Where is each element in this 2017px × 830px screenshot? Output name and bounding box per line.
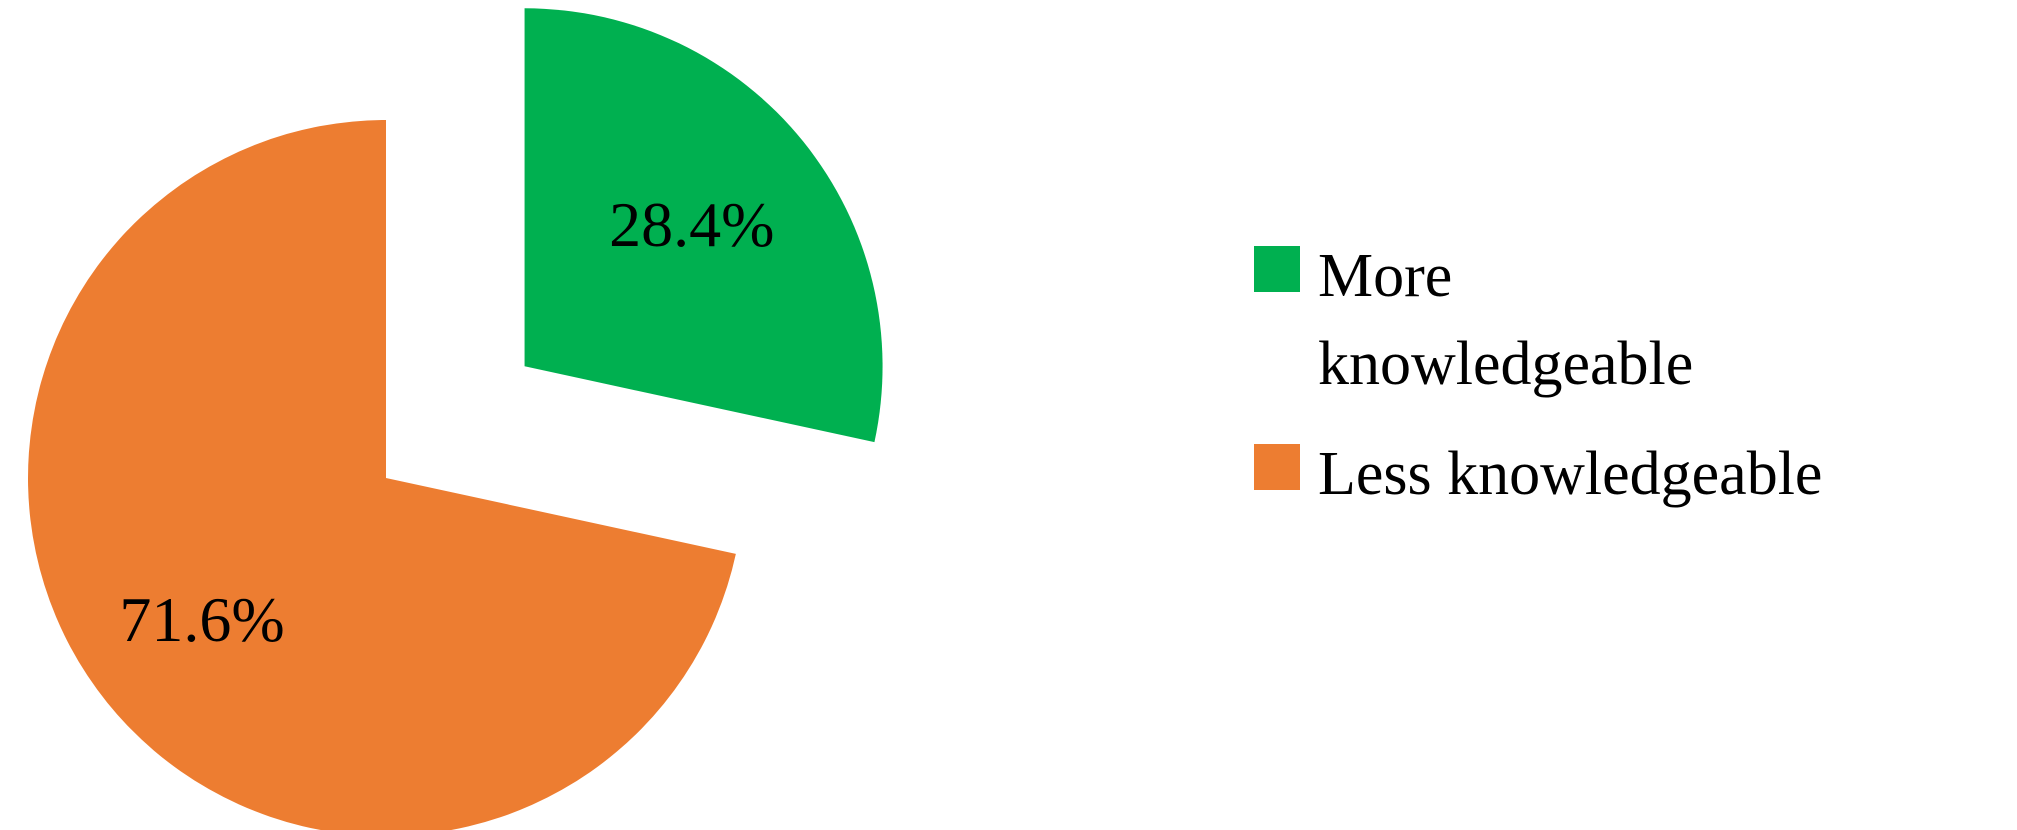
legend: More knowledgeable Less knowledgeable <box>1254 232 1838 540</box>
pie-slice <box>28 120 736 830</box>
legend-swatch <box>1254 444 1300 490</box>
legend-label: More knowledgeable <box>1318 242 1694 398</box>
legend-entry: Less knowledgeable <box>1254 430 1838 518</box>
data-label: 71.6% <box>119 584 284 655</box>
pie-slice <box>524 8 883 443</box>
legend-label: Less knowledgeable <box>1318 440 1823 508</box>
legend-swatch <box>1254 246 1300 292</box>
data-label: 28.4% <box>609 189 774 260</box>
legend-entry: More knowledgeable <box>1254 232 1838 408</box>
